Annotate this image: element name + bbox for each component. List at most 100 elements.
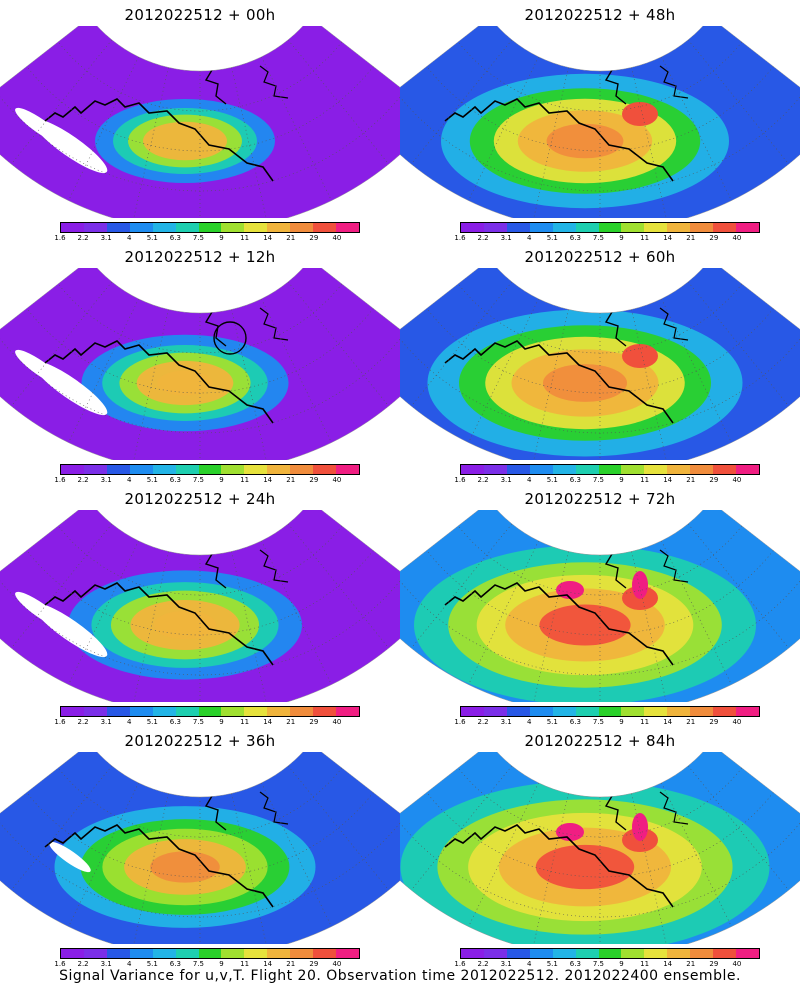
colorbar	[60, 222, 360, 233]
colorbar-segment	[644, 949, 668, 958]
colorbar-tick-label: 6.3	[169, 476, 181, 484]
colorbar-tick-label: 4	[526, 234, 532, 242]
colorbar	[60, 948, 360, 959]
variance-map	[400, 510, 800, 702]
colorbar-tick-label: 2.2	[477, 718, 489, 726]
colorbar-tick-label: 4	[126, 960, 132, 968]
map-panel: 2012022512 + 72h 1.6 2.2 3.1 4 5.1 6.3 7.5 9 11 14…	[400, 484, 800, 726]
variance-map	[0, 752, 400, 944]
colorbar-tick-label: 11	[640, 234, 650, 242]
colorbar-tick-label: 29	[309, 234, 319, 242]
colorbar-tick-label: 21	[686, 234, 696, 242]
colorbar-segment	[152, 465, 176, 474]
colorbar-segment	[198, 223, 222, 232]
colorbar-tick-label: 7.5	[592, 960, 605, 968]
colorbar-tick-label: 3.1	[100, 476, 112, 484]
colorbar-tick-label: 14	[263, 960, 273, 968]
colorbar	[460, 706, 760, 717]
colorbar-segment	[175, 949, 199, 958]
colorbar-tick-label: 40	[332, 476, 342, 484]
colorbar-tick-label: 5.1	[546, 718, 558, 726]
colorbar-segment	[152, 223, 176, 232]
colorbar-tick-label: 40	[732, 476, 742, 484]
colorbar-segment	[529, 949, 553, 958]
colorbar-tick-label: 9	[619, 718, 624, 726]
colorbar-segment	[198, 949, 222, 958]
colorbar-tick-label: 3.1	[100, 234, 112, 242]
colorbar-tick-label: 7.5	[592, 234, 605, 242]
panel-title: 2012022512 + 12h	[124, 248, 276, 266]
colorbar-segment	[621, 949, 645, 958]
colorbar-segment	[690, 223, 714, 232]
colorbar-tick-label: 11	[240, 718, 250, 726]
colorbar-tick-label: 1.6	[54, 476, 66, 484]
colorbar-labels: 1.6 2.2 3.1 4 5.1 6.3 7.5 9 11 14 21 29 40	[454, 476, 760, 486]
colorbar-segment	[244, 223, 268, 232]
colorbar-tick-label: 2.2	[77, 718, 89, 726]
map-panel: 2012022512 + 48h 1.6 2.2 3.1 4 5.1 6.3 7.5 9 11 14…	[400, 0, 800, 242]
colorbar-tick-label: 7.5	[192, 718, 205, 726]
colorbar-segment	[198, 465, 222, 474]
colorbar-segment	[313, 707, 337, 716]
colorbar-tick-label: 14	[263, 476, 273, 484]
colorbar-tick-label: 21	[286, 718, 296, 726]
colorbar-tick-label: 29	[709, 476, 719, 484]
map-panel: 2012022512 + 12h 1.6 2.2 3.1 4 5.1 6.3 7.5 9 11 14…	[0, 242, 400, 484]
map-panel: 2012022512 + 60h 1.6 2.2 3.1 4 5.1 6.3 7.5 9 11 14…	[400, 242, 800, 484]
colorbar-tick-label: 21	[286, 234, 296, 242]
colorbar-segment	[667, 223, 691, 232]
colorbar-segment	[621, 465, 645, 474]
colorbar-labels: 1.6 2.2 3.1 4 5.1 6.3 7.5 9 11 14 21 29 40	[54, 234, 360, 244]
colorbar-segment	[313, 223, 337, 232]
colorbar-tick-label: 6.3	[569, 718, 581, 726]
colorbar-segment	[244, 949, 268, 958]
colorbar-tick-label: 21	[286, 960, 296, 968]
colorbar-tick-label: 6.3	[569, 476, 581, 484]
colorbar-segment	[198, 707, 222, 716]
colorbar	[60, 706, 360, 717]
colorbar-tick-label: 14	[263, 718, 273, 726]
colorbar-tick-label: 29	[309, 476, 319, 484]
colorbar-segment	[61, 949, 84, 958]
variance-map	[0, 268, 400, 460]
colorbar-segment	[552, 223, 576, 232]
colorbar-segment	[61, 707, 84, 716]
colorbar-segment	[552, 707, 576, 716]
colorbar-tick-label: 3.1	[500, 476, 512, 484]
colorbar-tick-label: 4	[126, 476, 132, 484]
colorbar-segment	[598, 465, 622, 474]
panel-title: 2012022512 + 48h	[524, 6, 676, 24]
colorbar-segment	[244, 707, 268, 716]
colorbar-tick-label: 21	[686, 476, 696, 484]
colorbar-tick-label: 29	[709, 234, 719, 242]
colorbar-segment	[61, 223, 84, 232]
colorbar-tick-label: 4	[126, 234, 132, 242]
colorbar-tick-label: 6.3	[169, 960, 181, 968]
colorbar-segment	[106, 223, 130, 232]
colorbar-segment	[506, 465, 530, 474]
panel-title: 2012022512 + 24h	[124, 490, 276, 508]
colorbar-segment	[667, 465, 691, 474]
colorbar-segment	[106, 949, 130, 958]
colorbar-segment	[336, 707, 359, 716]
colorbar-segment	[267, 707, 291, 716]
panel-title: 2012022512 + 60h	[524, 248, 676, 266]
map-panel: 2012022512 + 24h 1.6 2.2 3.1 4 5.1 6.3 7.5 9 11 14…	[0, 484, 400, 726]
colorbar-tick-label: 1.6	[54, 718, 66, 726]
colorbar-segment	[461, 465, 484, 474]
variance-map	[0, 510, 400, 702]
colorbar-tick-label: 3.1	[100, 718, 112, 726]
colorbar-tick-label: 2.2	[477, 960, 489, 968]
colorbar-tick-label: 5.1	[546, 234, 558, 242]
colorbar-tick-label: 14	[263, 234, 273, 242]
colorbar-segment	[175, 707, 199, 716]
colorbar-segment	[529, 707, 553, 716]
colorbar-segment	[598, 707, 622, 716]
colorbar-tick-label: 3.1	[100, 960, 112, 968]
colorbar-tick-label: 40	[332, 718, 342, 726]
colorbar-segment	[552, 949, 576, 958]
colorbar-tick-label: 29	[709, 960, 719, 968]
panel-title: 2012022512 + 84h	[524, 732, 676, 750]
colorbar-labels: 1.6 2.2 3.1 4 5.1 6.3 7.5 9 11 14 21 29 40	[454, 718, 760, 728]
colorbar-tick-label: 29	[309, 960, 319, 968]
